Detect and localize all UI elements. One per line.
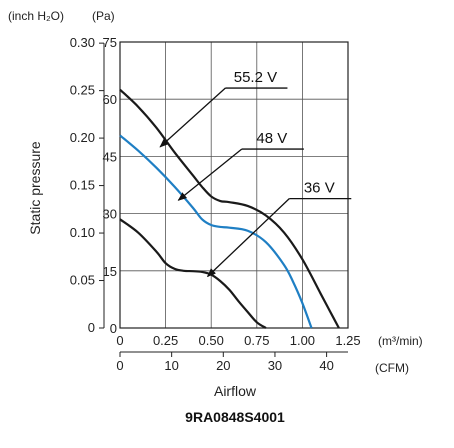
y-tick-label: 15 (103, 264, 117, 279)
series-line-48-vv (119, 134, 313, 329)
y-tick-label: 30 (103, 207, 117, 222)
y-tick-label: 60 (103, 92, 117, 107)
y2-tick-label: 0.10 (70, 225, 95, 240)
y2-tick-label: 0.20 (70, 130, 95, 145)
y-axis-title: Static pressure (27, 141, 43, 235)
y-unit-primary: (Pa) (92, 9, 115, 23)
plot-frame (119, 41, 349, 329)
y2-tick-label: 0 (88, 320, 95, 335)
y2-tick-label: 0.15 (70, 178, 95, 193)
x-unit-primary: (m³/min) (378, 334, 423, 348)
x-tick-label: 0 (116, 333, 123, 348)
y-tick-label: 75 (103, 35, 117, 50)
y-tick-label: 0 (110, 321, 117, 336)
x-tick-label: 0.50 (199, 333, 224, 348)
series-line-36-vv (119, 218, 267, 329)
x-axis-title: Airflow (214, 383, 257, 399)
x2-tick-label: 0 (116, 358, 123, 373)
annotations: 55.2 V 48 V 36 V (159, 69, 352, 278)
callout-label: 36 V (304, 180, 335, 197)
y-unit-secondary: (inch H₂O) (8, 9, 64, 23)
x-tick-label: 1.00 (290, 333, 315, 348)
x2-tick-label: 40 (319, 358, 333, 373)
y2-tick-label: 0.25 (70, 83, 95, 98)
axes (99, 41, 349, 357)
callout-arrow (206, 198, 290, 278)
callout-label: 48 V (256, 130, 287, 147)
x-tick-label: 1.25 (335, 333, 360, 348)
callout-label: 55.2 V (234, 69, 277, 86)
grid (120, 42, 348, 328)
series-line-55-2-vv (119, 88, 340, 329)
chart-title: 9RA0848S4001 (185, 409, 285, 425)
y2-tick-label: 0.30 (70, 35, 95, 50)
x2-tick-label: 20 (216, 358, 230, 373)
callout-arrow (159, 87, 226, 148)
x-tick-label: 0.75 (244, 333, 269, 348)
y2-tick-label: 0.05 (70, 273, 95, 288)
x2-tick-label: 30 (268, 358, 282, 373)
tick-labels: 0 0.05 0.10 0.15 0.20 0.25 0.30 0 15 30 45 60 75 0 0.2… (70, 35, 361, 373)
y-tick-label: 45 (103, 149, 117, 164)
x2-tick-label: 10 (164, 358, 178, 373)
series-layer (119, 88, 340, 329)
x-unit-secondary: (CFM) (375, 361, 409, 375)
x-tick-label: 0.25 (153, 333, 178, 348)
callout-arrow (177, 148, 243, 201)
